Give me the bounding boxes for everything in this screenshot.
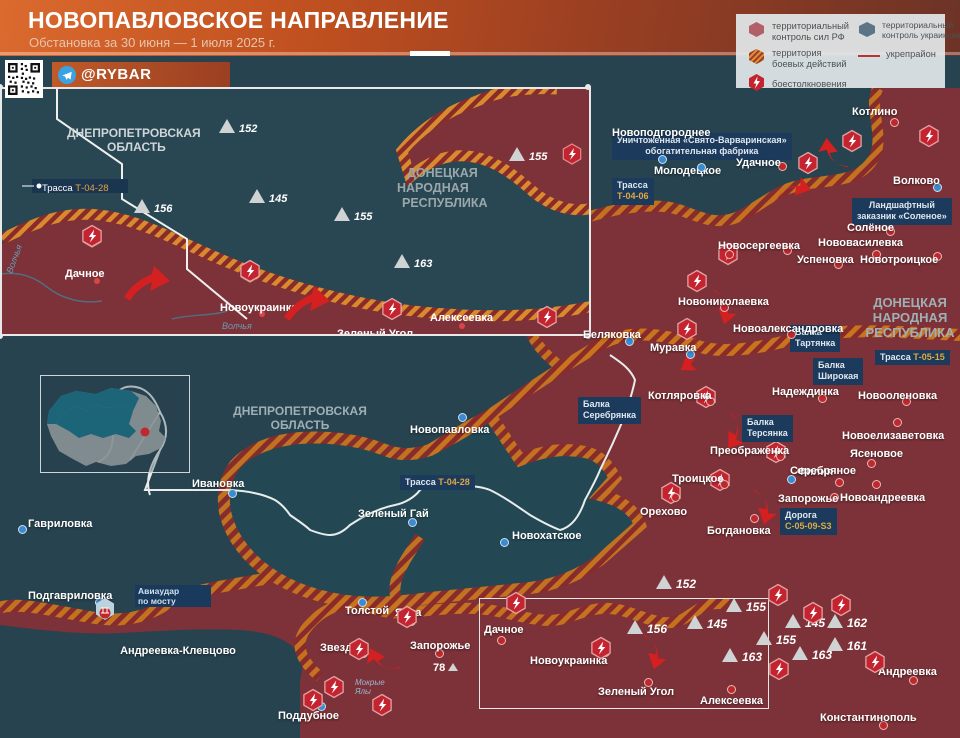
svg-text:Новоукраинка: Новоукраинка [220, 302, 298, 314]
svg-text:152: 152 [239, 123, 257, 135]
svg-text:НАРОДНАЯ: НАРОДНАЯ [397, 181, 469, 195]
svg-text:ДОНЕЦКАЯ: ДОНЕЦКАЯ [407, 166, 478, 180]
svg-text:РЕСПУБЛИКА: РЕСПУБЛИКА [402, 196, 488, 210]
svg-text:Дачное: Дачное [65, 268, 105, 280]
svg-text:145: 145 [269, 193, 288, 205]
svg-text:ОБЛАСТЬ: ОБЛАСТЬ [107, 140, 166, 154]
svg-text:163: 163 [414, 258, 432, 270]
svg-text:Волчья: Волчья [222, 321, 252, 331]
svg-text:156: 156 [154, 203, 173, 215]
svg-text:155: 155 [354, 211, 373, 223]
svg-text:155: 155 [529, 151, 548, 163]
svg-text:Трасса Т-04-28: Трасса Т-04-28 [42, 183, 109, 194]
svg-text:ДНЕПРОПЕТРОВСКАЯ: ДНЕПРОПЕТРОВСКАЯ [67, 126, 201, 140]
svg-text:Зеленый Угол: Зеленый Угол [337, 328, 413, 336]
svg-text:Алексеевка: Алексеевка [430, 312, 494, 324]
